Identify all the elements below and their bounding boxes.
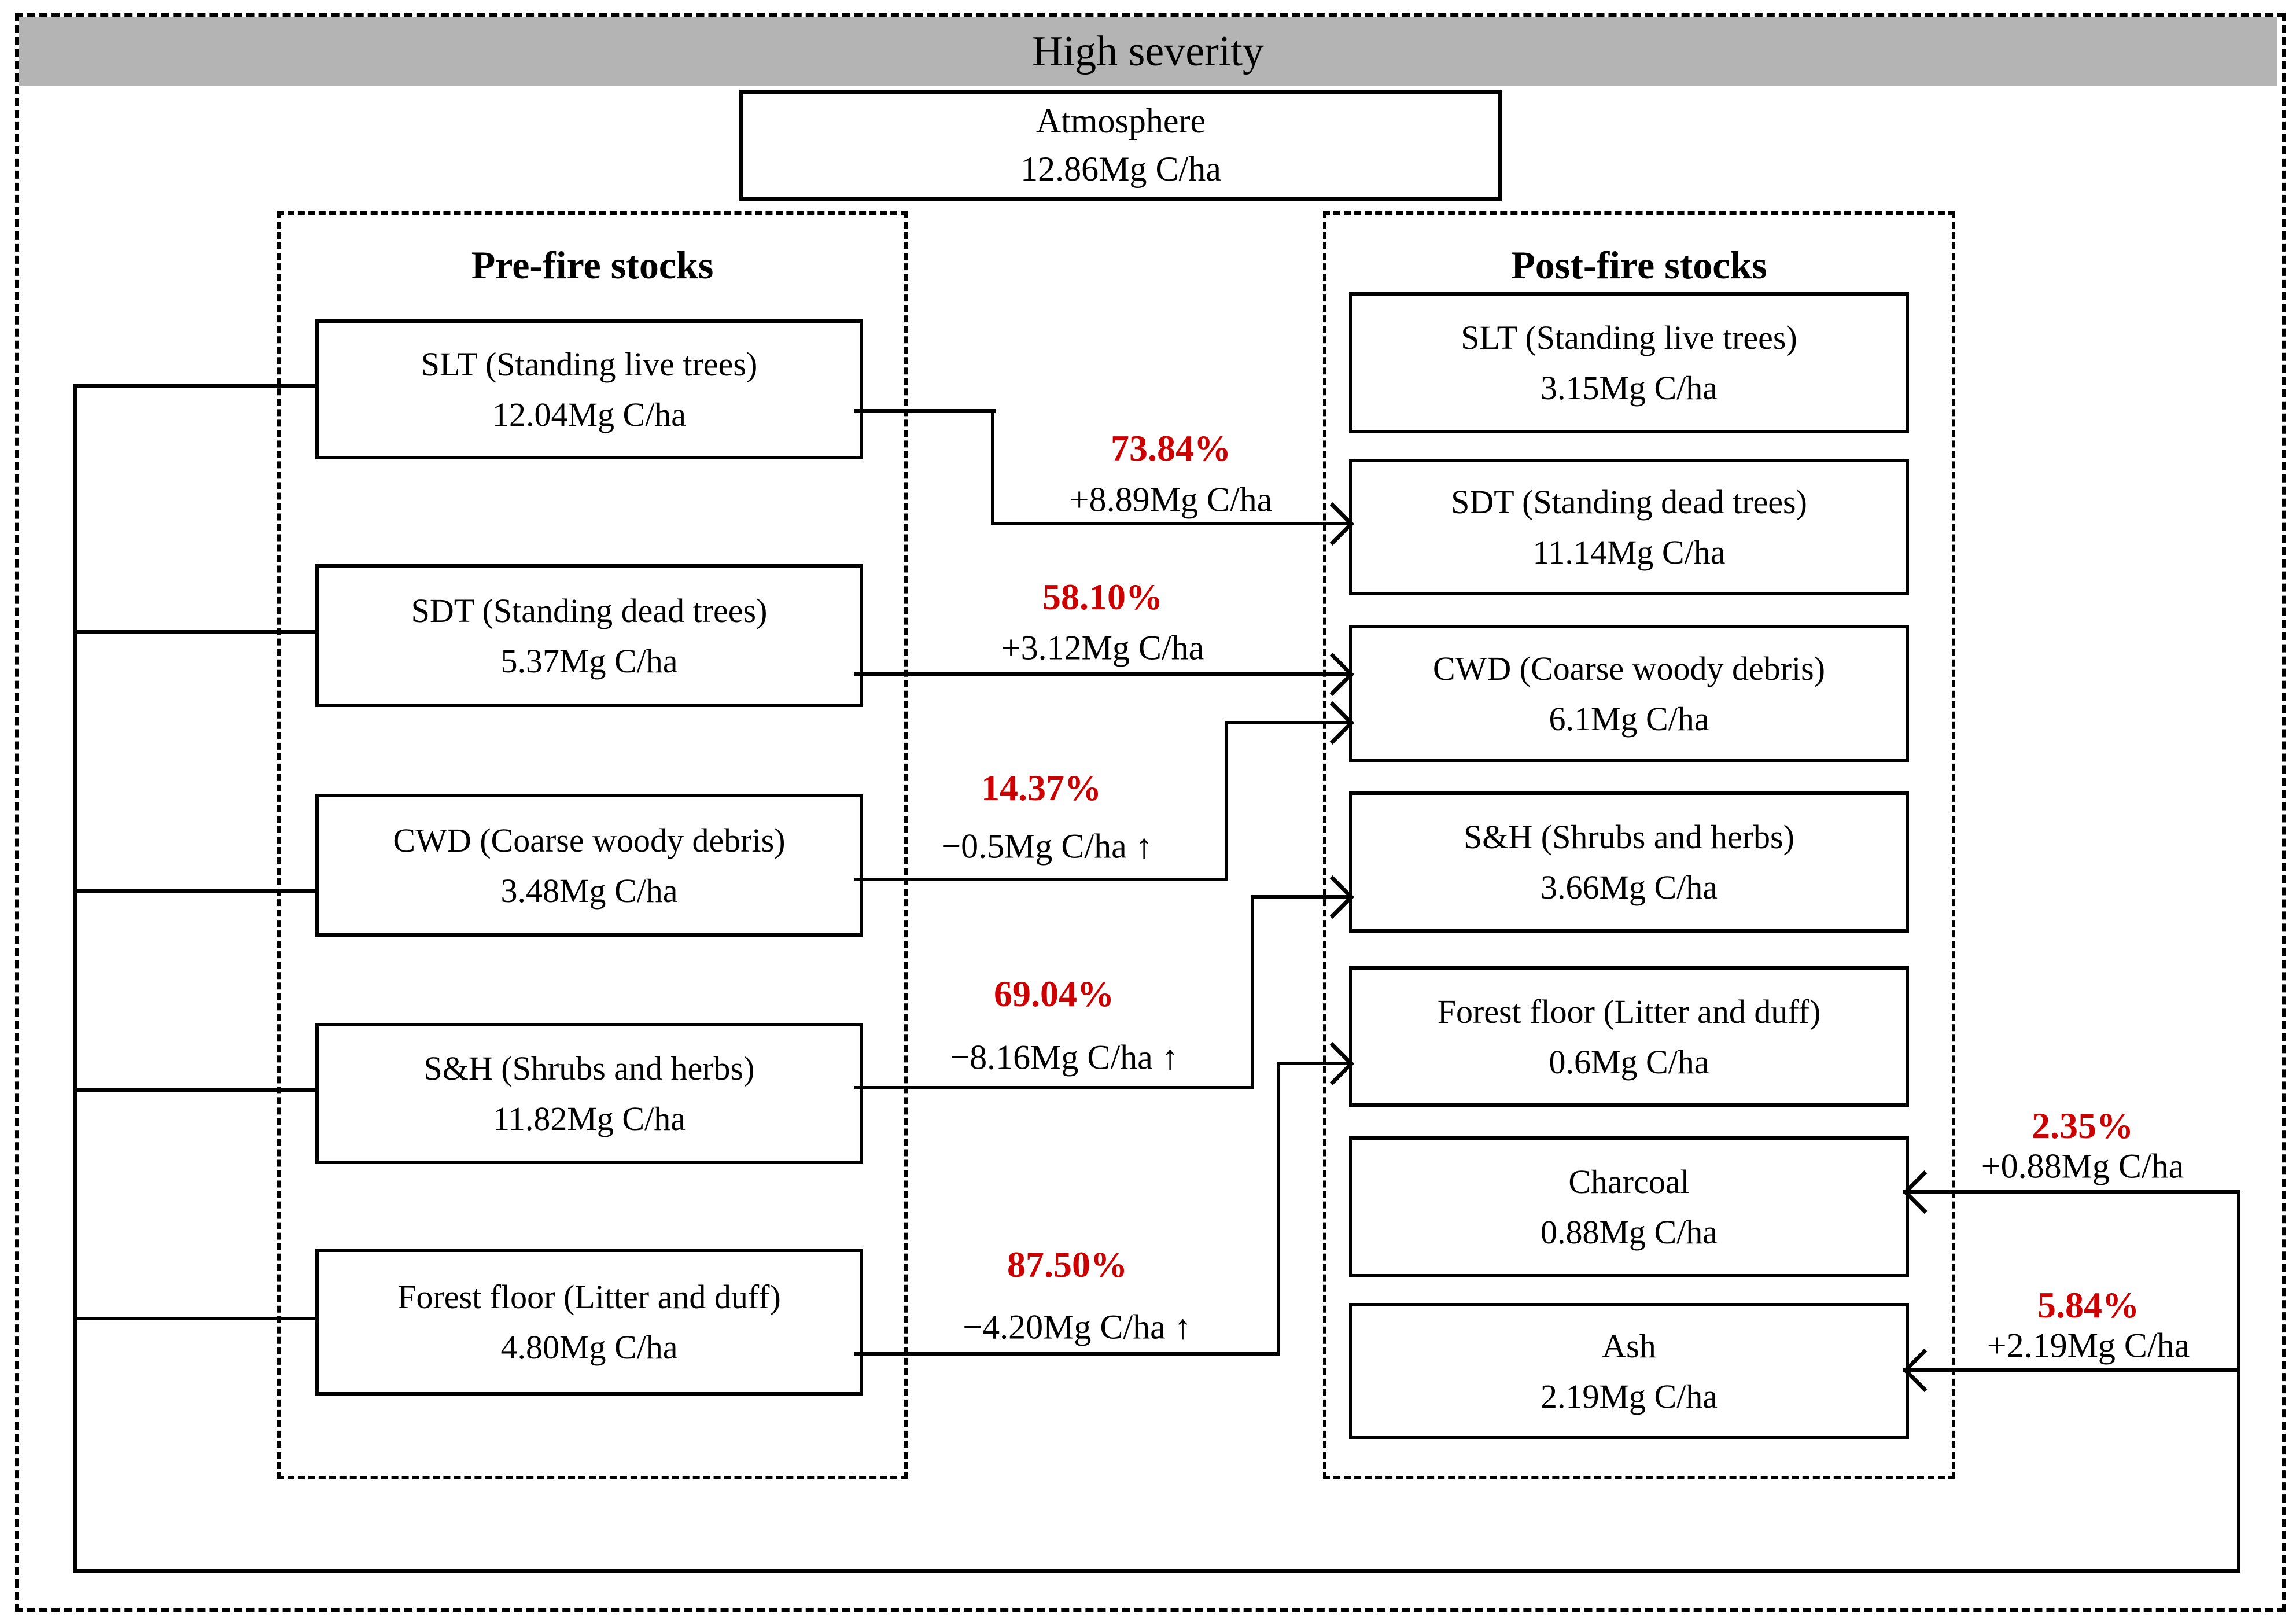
flow-slt-sdt-segment-1 (854, 409, 996, 413)
flow-ash-segment-1 (1903, 1368, 2239, 1372)
stub-sh-left (75, 1088, 316, 1092)
atmosphere-label: Atmosphere (1035, 102, 1206, 141)
post-stock-ash-label: Ash (1602, 1327, 1656, 1365)
pre-stock-forest-floor-label: Forest floor (Litter and duff) (397, 1278, 781, 1316)
flow-cwd-cwd-percent: 14.37% (981, 767, 1101, 808)
pre-stock-slt-label: SLT (Standing live trees) (421, 345, 758, 383)
post-stock-ash: Ash 2.19Mg C/ha (1349, 1303, 1909, 1439)
post-stock-slt-value: 3.15Mg C/ha (1540, 369, 1718, 407)
pre-stock-sdt-label: SDT (Standing dead trees) (411, 591, 768, 629)
stub-slt-left (75, 384, 316, 388)
pre-stock-slt-value: 12.04Mg C/ha (492, 396, 687, 433)
flow-sh-sh-percent: 69.04% (994, 973, 1114, 1014)
pre-stock-sh-value: 11.82Mg C/ha (493, 1100, 686, 1137)
outer-dashed-border (15, 13, 2286, 1612)
post-stock-sh-value: 3.66Mg C/ha (1540, 868, 1718, 906)
post-stock-forest-floor-label: Forest floor (Litter and duff) (1437, 992, 1821, 1030)
flow-cwd-cwd-segment-3 (1225, 721, 1349, 724)
stub-sdt-left (75, 630, 316, 634)
post-stock-forest-floor-value: 0.6Mg C/ha (1549, 1043, 1709, 1081)
pre-stock-forest-floor: Forest floor (Litter and duff) 4.80Mg C/… (315, 1249, 863, 1396)
post-stock-ash-value: 2.19Mg C/ha (1540, 1378, 1718, 1415)
post-stock-forest-floor: Forest floor (Litter and duff) 0.6Mg C/h… (1349, 966, 1909, 1107)
flow-slt-sdt-segment-2 (991, 409, 994, 525)
flow-sdt-cwd-amount: +3.12Mg C/ha (1001, 628, 1204, 667)
flow-sh-sh-segment-1 (854, 1086, 1252, 1089)
flow-slt-sdt-segment-3 (991, 522, 1349, 525)
flow-sh-sh-segment-2 (1251, 895, 1254, 1089)
pre-stock-sdt: SDT (Standing dead trees) 5.37Mg C/ha (315, 564, 863, 707)
flow-charcoal-percent: 2.35% (2032, 1105, 2133, 1146)
flow-ff-ff-segment-1 (854, 1352, 1278, 1356)
flow-sdt-cwd-segment-1 (854, 672, 1349, 676)
flow-sdt-cwd-percent: 58.10% (1042, 576, 1163, 617)
pre-stock-slt: SLT (Standing live trees) 12.04Mg C/ha (315, 319, 863, 459)
loop-left-vertical (73, 384, 77, 1573)
flow-ff-ff-amount: −4.20Mg C/ha ↑ (963, 1308, 1192, 1346)
flow-ff-ff-percent: 87.50% (1007, 1244, 1127, 1285)
flow-charcoal-segment-1 (1903, 1190, 2239, 1194)
post-stock-sdt: SDT (Standing dead trees) 11.14Mg C/ha (1349, 459, 1909, 595)
flow-ash-amount: +2.19Mg C/ha (1987, 1326, 2190, 1365)
flow-slt-sdt-percent: 73.84% (1111, 428, 1231, 469)
post-stock-sdt-label: SDT (Standing dead trees) (1451, 483, 1807, 521)
flow-cwd-cwd-amount: −0.5Mg C/ha ↑ (941, 827, 1153, 866)
post-stock-slt-label: SLT (Standing live trees) (1461, 319, 1797, 356)
post-stock-cwd: CWD (Coarse woody debris) 6.1Mg C/ha (1349, 625, 1909, 762)
post-stock-slt: SLT (Standing live trees) 3.15Mg C/ha (1349, 292, 1909, 433)
post-stock-charcoal-value: 0.88Mg C/ha (1540, 1213, 1718, 1251)
flow-ash-percent: 5.84% (2037, 1284, 2139, 1326)
severity-title: High severity (1032, 27, 1264, 75)
pre-stock-sh: S&H (Shrubs and herbs) 11.82Mg C/ha (315, 1023, 863, 1164)
atmosphere-box: Atmosphere 12.86Mg C/ha (739, 90, 1502, 201)
post-stock-sdt-value: 11.14Mg C/ha (1532, 533, 1726, 571)
loop-bottom-horizontal (73, 1569, 2240, 1573)
post-stock-charcoal-label: Charcoal (1568, 1163, 1690, 1201)
severity-title-bar: High severity (19, 17, 2277, 86)
flow-cwd-cwd-segment-1 (854, 878, 1226, 881)
flow-ff-ff-segment-3 (1277, 1062, 1349, 1065)
pre-fire-panel: Pre-fire stocks (277, 211, 908, 1479)
post-stock-sh-label: S&H (Shrubs and herbs) (1464, 818, 1794, 856)
flow-sh-sh-amount: −8.16Mg C/ha ↑ (950, 1038, 1179, 1077)
flow-sh-sh-segment-3 (1251, 895, 1349, 899)
flow-slt-sdt-amount: +8.89Mg C/ha (1069, 480, 1273, 519)
post-stock-charcoal: Charcoal 0.88Mg C/ha (1349, 1136, 1909, 1277)
post-fire-panel: Post-fire stocks (1323, 211, 1955, 1479)
pre-stock-cwd-label: CWD (Coarse woody debris) (393, 821, 786, 859)
pre-stock-sh-label: S&H (Shrubs and herbs) (423, 1050, 755, 1087)
pre-stock-cwd-value: 3.48Mg C/ha (500, 871, 678, 910)
pre-stock-sdt-value: 5.37Mg C/ha (500, 642, 678, 680)
atmosphere-value: 12.86Mg C/ha (1020, 150, 1221, 188)
pre-stock-forest-floor-value: 4.80Mg C/ha (500, 1328, 678, 1366)
stub-forest-floor-left (75, 1317, 316, 1320)
loop-right-vertical (2237, 1190, 2240, 1573)
post-stock-cwd-value: 6.1Mg C/ha (1549, 699, 1709, 738)
stub-cwd-left (75, 889, 316, 893)
flow-charcoal-amount: +0.88Mg C/ha (1981, 1147, 2184, 1185)
pre-fire-panel-title: Pre-fire stocks (471, 243, 714, 287)
pre-stock-cwd: CWD (Coarse woody debris) 3.48Mg C/ha (315, 794, 863, 937)
post-stock-cwd-label: CWD (Coarse woody debris) (1432, 649, 1826, 687)
flow-cwd-cwd-segment-2 (1225, 721, 1228, 881)
post-fire-panel-title: Post-fire stocks (1511, 243, 1767, 287)
post-stock-sh: S&H (Shrubs and herbs) 3.66Mg C/ha (1349, 791, 1909, 933)
flow-ff-ff-segment-2 (1277, 1062, 1280, 1356)
